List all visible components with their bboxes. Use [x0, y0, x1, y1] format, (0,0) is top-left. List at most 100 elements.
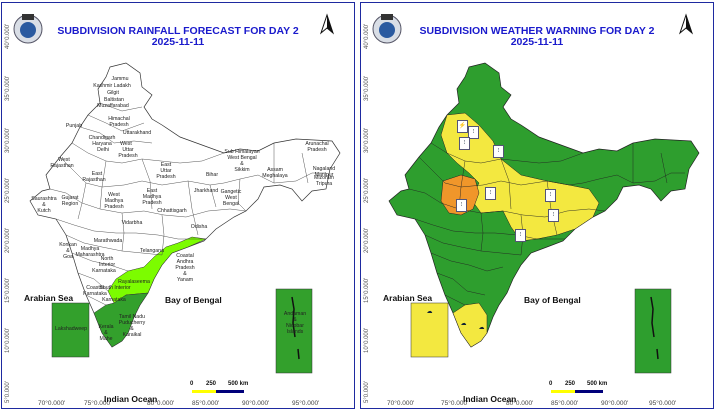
- lat-label: 10°0.000': [5, 327, 11, 353]
- region-label: &: [42, 202, 46, 208]
- lon-label: 95°0.000': [292, 400, 320, 407]
- region-label: Telangana: [140, 248, 164, 254]
- region-label: Kerala: [99, 324, 114, 330]
- region-label: Bengal: [223, 201, 239, 207]
- lon-label: 85°0.000': [551, 400, 579, 407]
- lat-label: 15°0.000': [364, 277, 370, 303]
- thunderstorm-icon: ☁: [426, 309, 433, 315]
- lat-label: 20°0.000': [5, 227, 11, 253]
- lakshadweep-box: [410, 302, 449, 358]
- lon-label: 70°0.000': [387, 400, 415, 407]
- region-label: Rajasthan: [82, 177, 105, 183]
- region-label: Meghalaya: [262, 173, 287, 179]
- region-label: Chandigarh: [89, 135, 116, 141]
- lon-label: 80°0.000': [147, 400, 175, 407]
- page-title: SUBDIVISION RAINFALL FORECAST FOR DAY 2: [57, 25, 299, 37]
- region-label: Kashmir Ladakh: [93, 83, 131, 89]
- region-label: Karnataka: [102, 297, 126, 303]
- scale-bar-second: [216, 390, 244, 393]
- region-label: Pradesh: [109, 122, 128, 128]
- emblem-icon: [372, 14, 402, 44]
- region-label: Interior: [99, 262, 115, 268]
- lat-label: 35°0.000': [5, 75, 11, 101]
- region-label: Tripura: [316, 181, 332, 187]
- scale-label: 0: [549, 381, 553, 387]
- region-label: Vidarbha: [122, 220, 143, 226]
- lat-label: 5°0.000': [364, 381, 370, 403]
- thunderstorm-icon: ☁: [460, 321, 467, 327]
- warning-map: [372, 13, 700, 393]
- north-arrow-icon: [319, 13, 335, 35]
- region-label: Maharashtra: [75, 252, 104, 258]
- region-label: Puducherry: [119, 320, 146, 326]
- thunderstorm-icon: ☁: [478, 325, 485, 331]
- region-label: Mizoram: [314, 175, 334, 181]
- lon-label: 85°0.000': [192, 400, 220, 407]
- region-label: &: [104, 330, 108, 336]
- region-label: Kutch: [37, 208, 50, 214]
- region-label: Marathwada: [94, 238, 123, 244]
- scale-label: 500 km: [228, 381, 249, 387]
- region-label: &: [183, 271, 187, 277]
- heavy-rain-icon: ⁝: [456, 199, 467, 212]
- lon-label: 95°0.000': [649, 400, 677, 407]
- lat-label: 40°0.000': [364, 23, 370, 49]
- region-label: North: [101, 256, 114, 262]
- region-label: Gujarat: [61, 195, 79, 201]
- region-label: Karnataka: [92, 268, 116, 274]
- region-label: Odisha: [191, 224, 208, 230]
- region-label: &: [66, 248, 70, 254]
- region-label: West Bengal: [227, 155, 256, 161]
- lat-label: 5°0.000': [5, 381, 11, 403]
- arabian-sea-label: Arabian Sea: [383, 293, 433, 303]
- region-label: Assam: [267, 167, 283, 173]
- region-label: Madhya: [143, 194, 162, 200]
- region-label: Sub Himalayan: [224, 149, 259, 155]
- region-label: Manipur: [315, 172, 334, 178]
- subdivision-boundaries: [49, 102, 326, 306]
- region-label: Pradesh: [118, 153, 137, 159]
- bay-of-bengal-label: Bay of Bengal: [524, 295, 581, 305]
- region-label: Madhya: [81, 246, 100, 252]
- lon-label: 70°0.000': [38, 400, 66, 407]
- region-label: Karnataka: [83, 291, 107, 297]
- rainfall-forecast-panel: Jammu Kashmir Ladakh Gilgit Baltistan Muzaff…: [1, 2, 355, 409]
- region-label: Coastal: [176, 253, 194, 259]
- region-label: Gangetic: [221, 189, 242, 195]
- region-label: Pradesh: [142, 200, 161, 206]
- region-label: East: [161, 162, 172, 168]
- region-label: Andhra: [177, 259, 194, 265]
- region-label: Pradesh: [156, 174, 175, 180]
- region-label: Baltistan: [104, 97, 124, 103]
- lon-label: 90°0.000': [601, 400, 629, 407]
- region-label: Nagaland: [313, 166, 335, 172]
- scale-label: 500 km: [587, 381, 608, 387]
- region-label: Mahe: [100, 336, 113, 342]
- lon-label: 80°0.000': [506, 400, 534, 407]
- heavy-rain-icon: ⁝: [515, 229, 526, 242]
- lat-label: 30°0.000': [5, 127, 11, 153]
- scale-bar-first: [551, 390, 575, 393]
- heavy-rain-icon: ⁝: [459, 137, 470, 150]
- north-arrow-icon: [678, 13, 694, 35]
- heavy-rain-icon: ⁝: [485, 187, 496, 200]
- heavy-rain-icon: ⁝: [493, 145, 504, 158]
- region-label: Islands: [287, 329, 304, 335]
- region-label: Region: [62, 201, 79, 207]
- lat-label: 25°0.000': [364, 177, 370, 203]
- region-label: Rayalaseema: [118, 279, 150, 285]
- scale-bar-second: [575, 390, 603, 393]
- region-label: Uttar: [122, 147, 134, 153]
- region-label: Goa: [63, 254, 73, 260]
- lon-label: 75°0.000': [84, 400, 112, 407]
- arabian-sea-label: Arabian Sea: [24, 293, 74, 303]
- scale-bar-first: [192, 390, 216, 393]
- region-label: Himachal: [108, 116, 130, 122]
- region-label: Uttar: [160, 168, 172, 174]
- region-label: West: [108, 192, 120, 198]
- region-label: South Interior: [99, 285, 130, 291]
- region-label: Karaikal: [123, 332, 142, 338]
- warning-yellow-south: [452, 302, 488, 348]
- region-label: Haryana: [92, 141, 112, 147]
